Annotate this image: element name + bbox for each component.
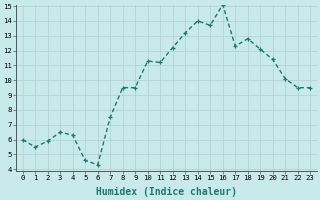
X-axis label: Humidex (Indice chaleur): Humidex (Indice chaleur) xyxy=(96,186,237,197)
